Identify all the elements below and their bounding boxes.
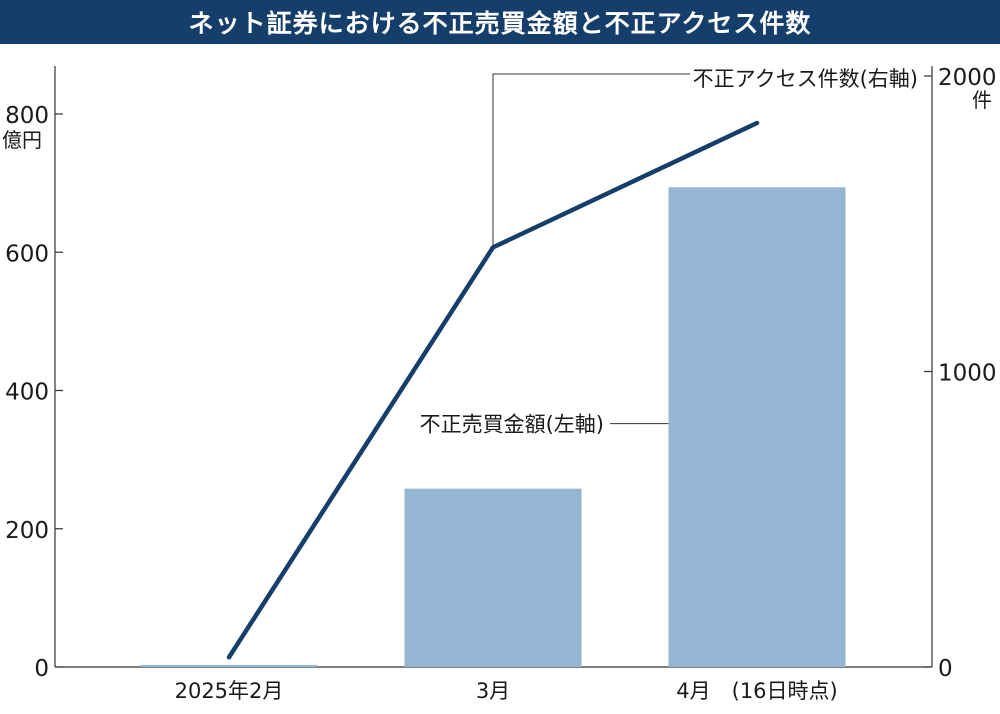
x-tick-label: 3月 (476, 679, 510, 703)
left-tick-label: 600 (5, 241, 49, 267)
left-axis-unit: 億円 (2, 128, 42, 152)
bar (140, 664, 318, 667)
left-tick-label: 0 (34, 656, 49, 682)
left-tick-label: 800 (5, 103, 49, 129)
right-tick-label: 1000 (938, 361, 997, 387)
bar (668, 187, 846, 667)
left-tick-label: 400 (5, 380, 49, 406)
chart-title: ネット証券における不正売買金額と不正アクセス件数 (0, 0, 1000, 44)
bar (404, 488, 582, 667)
right-tick-label: 2000 (938, 65, 997, 91)
x-tick-label: 2025年2月 (175, 679, 284, 703)
line-series-label: 不正アクセス件数(右軸) (693, 67, 918, 91)
x-tick-label: 4月 (16日時点) (676, 679, 837, 703)
line-series-leader (492, 73, 918, 248)
right-axis-unit: 件 (972, 88, 992, 112)
bar-series-label: 不正売買金額(左軸) (420, 413, 604, 437)
right-tick-label: 0 (938, 656, 953, 682)
left-tick-label: 200 (5, 518, 49, 544)
